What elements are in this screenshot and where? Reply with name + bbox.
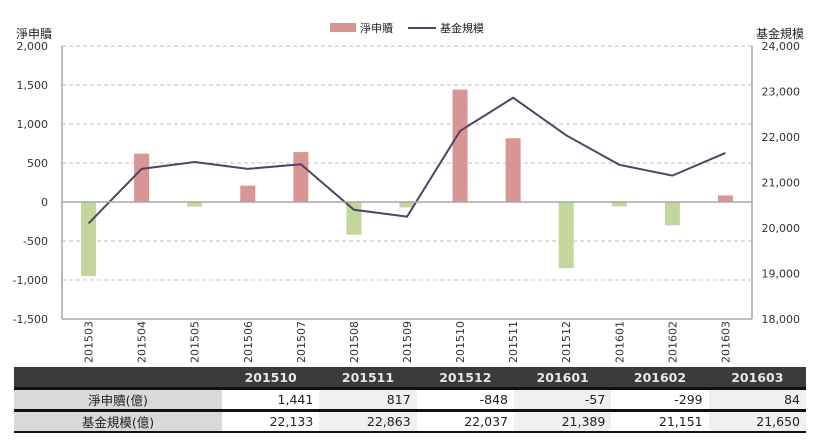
fund-size-polyline [87,96,726,225]
x-tick-label: 201504 [136,321,149,363]
right-tick-label: 23,000 [762,86,801,99]
left-tick-label: -1,500 [13,313,48,326]
table-cell: 22,037 [416,409,514,433]
x-tick-label: 201602 [666,321,679,363]
bar [293,152,309,202]
x-tick-label: 201509 [401,321,414,363]
left-tick-label: -1,000 [13,274,48,287]
left-tick-label: 500 [27,157,48,170]
bar [187,202,203,207]
legend-bar-swatch [330,23,356,32]
table-header-row: 201510 201511 201512 201601 201602 20160… [14,367,806,389]
table-cell: 22,863 [319,409,417,433]
x-tick-label: 201508 [348,321,361,363]
net-flow-bars [81,89,733,277]
legend-bar-label: 淨申贖 [360,21,393,35]
bar [717,195,733,202]
x-tick-label: 201503 [83,321,96,363]
left-tick-label: -500 [23,235,48,248]
table-cell: -848 [416,387,514,411]
left-axis-title: 淨申贖 [16,26,52,41]
plot-frame [61,46,753,320]
row-label: 淨申贖(億) [14,387,222,411]
bar [611,202,627,207]
table-cell: 21,650 [708,409,806,433]
x-tick-label: 201505 [189,321,202,363]
row-label: 基金規模(億) [14,409,222,433]
x-axis-ticks: 201503 201504 201505 201506 201507 201508 2015… [83,321,733,363]
gridlines [62,45,752,281]
x-tick-label: 201601 [613,321,626,363]
left-tick-label: 1,500 [17,79,49,92]
right-axis-ticks: 24,000 23,000 22,000 21,000 20,000 19,000 18,0… [762,40,801,326]
bar [505,138,521,202]
bar [81,202,97,277]
table-row: 基金規模(億) 22,133 22,863 22,037 21,389 21,1… [14,409,806,433]
table-cell: 22,133 [222,409,320,433]
left-tick-label: 2,000 [17,40,49,53]
right-tick-label: 18,000 [762,313,801,326]
table-header-cell: 201602 [611,367,709,389]
table-cell: 84 [708,387,806,411]
x-tick-label: 201506 [242,321,255,363]
table-header-cell: 201512 [416,367,514,389]
table-cell: 21,151 [611,409,709,433]
right-tick-label: 19,000 [762,268,801,281]
combo-chart: 2,000 1,500 1,000 500 0 -500 -1,000 -1,500 24,0… [13,21,804,363]
x-tick-label: 201507 [295,321,308,363]
right-axis-title: 基金規模 [756,26,804,41]
left-tick-label: 0 [41,196,48,209]
table-cell: -57 [513,387,612,411]
table-cell: 1,441 [222,387,320,411]
left-axis-ticks: 2,000 1,500 1,000 500 0 -500 -1,000 -1,500 [13,40,48,326]
legend-line-label: 基金規模 [440,21,484,35]
right-tick-label: 22,000 [762,131,801,144]
x-tick-label: 201511 [507,321,520,363]
bar [558,202,574,269]
table-cell: 817 [319,387,417,411]
x-tick-label: 201512 [560,321,573,363]
bar [452,89,468,202]
right-tick-label: 20,000 [762,222,801,235]
legend: 淨申贖 基金規模 [330,21,484,35]
bar [664,202,680,226]
right-tick-label: 21,000 [762,177,801,190]
bar [134,153,150,202]
table-cell: 21,389 [513,409,612,433]
fund-size-line [87,96,726,225]
table-row: 淨申贖(億) 1,441 817 -848 -57 -299 84 [14,387,806,411]
bar [346,202,362,235]
left-tick-label: 1,000 [17,118,49,131]
table-header-cell [14,367,222,389]
table-cell: -299 [611,387,709,411]
x-tick-label: 201510 [454,321,467,363]
x-tick-label: 201603 [719,321,732,363]
data-table: 201510 201511 201512 201601 201602 20160… [14,367,806,433]
table-header-cell: 201601 [513,367,612,389]
bar [399,202,415,208]
table-header-cell: 201603 [708,367,806,389]
table-header-cell: 201510 [222,367,320,389]
right-tick-label: 24,000 [762,40,801,53]
table-header-cell: 201511 [319,367,417,389]
bar [240,185,256,202]
